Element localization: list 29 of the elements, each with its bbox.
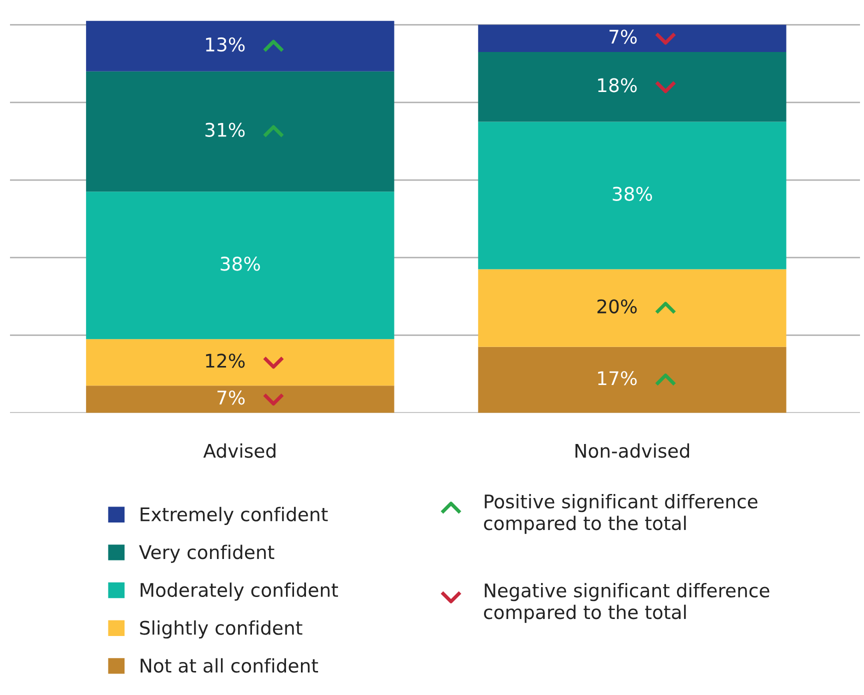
data-label: 12% [206, 354, 245, 368]
bar [478, 24, 786, 52]
bar [86, 192, 394, 340]
bar [86, 386, 394, 413]
data-label: 31% [205, 122, 245, 137]
data-label: 17% [598, 371, 637, 386]
bar [478, 346, 786, 413]
legend-label: Moderately confident [140, 582, 338, 601]
text: Negative significant difference compared to the total [484, 583, 770, 623]
bar [86, 71, 394, 192]
bar [478, 122, 786, 270]
data-label: 20% [597, 299, 637, 314]
data-label: 18% [598, 78, 637, 92]
legend-label: Extremely confident [140, 506, 328, 526]
legend-label: Slightly confident [140, 620, 302, 639]
data-label: 7% [217, 390, 245, 405]
data-label: 7% [610, 30, 637, 44]
legend-label: Not at all confident [140, 658, 318, 673]
legend-label: Very confident [139, 544, 274, 563]
x-tick-label: Non-advised [576, 443, 690, 458]
bar [478, 269, 786, 347]
data-label: 13% [206, 37, 245, 52]
bar [478, 52, 786, 122]
x-tick-label: Advised [203, 443, 276, 458]
data-label: 38% [612, 186, 652, 201]
text: Positive significant difference compared to the total [484, 494, 758, 534]
bar [86, 339, 394, 386]
data-label: 38% [220, 256, 260, 271]
bar [86, 20, 394, 72]
